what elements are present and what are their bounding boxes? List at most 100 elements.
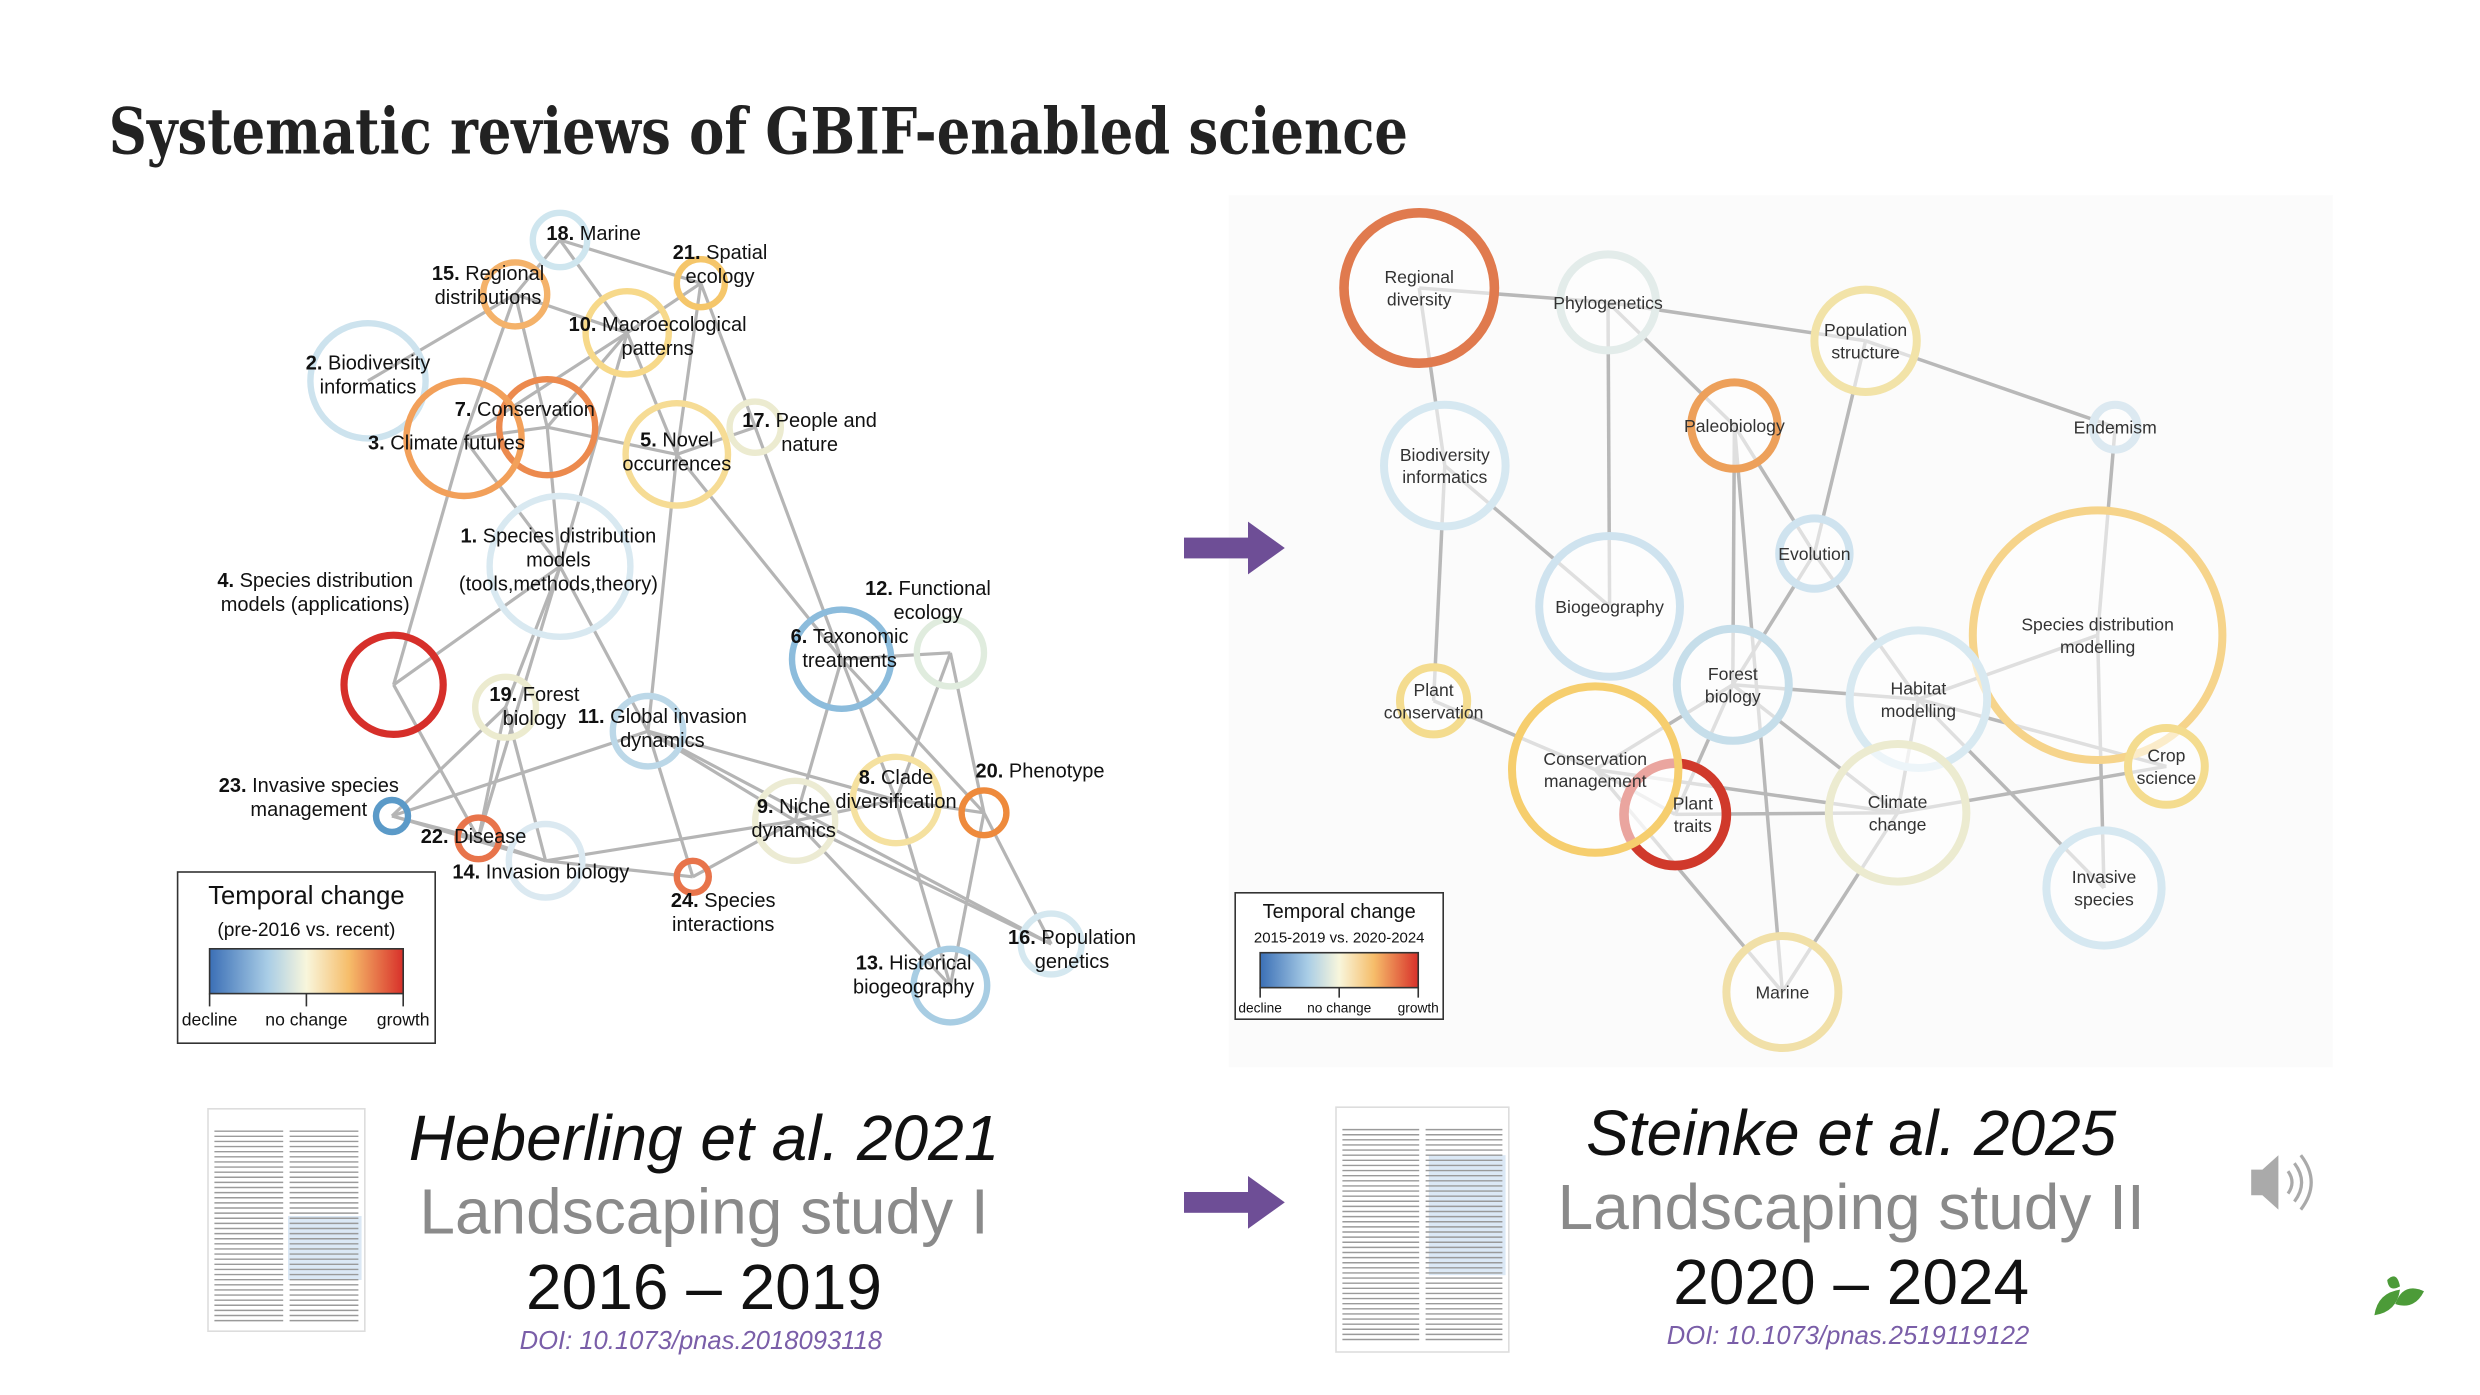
- edge: [794, 819, 1052, 946]
- node-label: diversity: [1387, 290, 1452, 310]
- node-number: 15.: [432, 263, 460, 285]
- topic-node: [958, 787, 1010, 839]
- node-label: Population: [1824, 320, 1907, 340]
- topic-node: [496, 376, 599, 479]
- legend-gradient: [208, 948, 405, 995]
- edge: [463, 331, 629, 440]
- node-label: 13. Historical: [856, 953, 972, 975]
- node-label: Plant: [1673, 794, 1713, 814]
- topic-node: [1810, 285, 1921, 396]
- node-label: 14. Invasion biology: [452, 861, 629, 883]
- legend-label: decline: [182, 1010, 238, 1030]
- node-label: 2. Biodiversity: [306, 353, 431, 375]
- edge: [558, 565, 650, 732]
- legend-label: growth: [1398, 1001, 1439, 1016]
- node-label: 19. Forest: [489, 684, 579, 706]
- node-label: Phylogenetics: [1553, 293, 1663, 313]
- legend-subtitle: 2015-2019 vs. 2020-2024: [1254, 930, 1425, 947]
- node-label: 24. Species: [671, 890, 776, 912]
- edge: [625, 332, 679, 456]
- topic-node: [582, 288, 672, 378]
- node-label: 15. Regional: [432, 263, 544, 285]
- study-authors: Steinke et al. 2025: [1586, 1097, 2117, 1169]
- node-label: 3. Climate futures: [368, 433, 525, 455]
- node-text: Functional: [899, 578, 991, 600]
- node-label: science: [2137, 768, 2197, 788]
- node-text: Invasion biology: [486, 861, 629, 883]
- legend-label: decline: [1238, 1001, 1282, 1016]
- node-label: Regional: [1384, 267, 1453, 287]
- node-text: genetics: [1035, 951, 1110, 973]
- study-name: Landscaping study II: [1558, 1171, 2145, 1243]
- topic-node: [609, 692, 687, 770]
- node-number: 2.: [306, 353, 323, 375]
- node-label: 5. Novel: [640, 429, 713, 451]
- node-label: structure: [1831, 342, 1899, 362]
- node-number: 17.: [742, 410, 770, 432]
- node-label: Plant: [1414, 680, 1454, 700]
- node-number: 22.: [421, 826, 449, 848]
- node-text: Species distribution: [483, 525, 656, 547]
- node-text: Forest: [523, 684, 580, 706]
- node-text: Disease: [454, 826, 526, 848]
- node-text: Historical: [889, 953, 971, 975]
- node-label: modelling: [2060, 637, 2135, 657]
- node-text: People and: [776, 410, 877, 432]
- node-label: Biogeography: [1555, 597, 1664, 617]
- edge: [753, 426, 844, 660]
- legend-label: growth: [377, 1010, 430, 1030]
- node-text: management: [250, 799, 367, 821]
- edge: [392, 565, 561, 687]
- node-text: distributions: [435, 287, 542, 309]
- node-text: Biodiversity: [328, 353, 430, 375]
- node-number: 3.: [368, 433, 385, 455]
- edge: [646, 454, 679, 732]
- edge: [840, 658, 898, 801]
- node-label: 16. Population: [1008, 927, 1136, 949]
- arrow: [1184, 1176, 1285, 1229]
- node-label: dynamics: [620, 730, 704, 752]
- node-label: species: [2074, 890, 2134, 910]
- node-text: (tools,methods,theory): [459, 573, 658, 595]
- topic-node: [454, 814, 503, 863]
- node-number: 24.: [671, 890, 699, 912]
- study-name: Landscaping study I: [419, 1176, 988, 1248]
- node-label: modelling: [1881, 701, 1956, 721]
- edge: [392, 684, 480, 840]
- edge: [462, 437, 562, 568]
- topic-node: [340, 631, 447, 739]
- node-label: 12. Functional: [865, 578, 991, 600]
- node-label: 1. Species distribution: [461, 525, 657, 547]
- topic-node: [726, 398, 784, 457]
- node-label: dynamics: [751, 820, 835, 842]
- node-label: Paleobiology: [1684, 416, 1785, 436]
- legend-title: Temporal change: [1263, 901, 1416, 923]
- node-text: Spatial: [706, 242, 767, 264]
- node-label: Invasive: [2072, 867, 2137, 887]
- edge: [476, 565, 562, 839]
- edge: [647, 729, 1052, 946]
- node-number: 16.: [1008, 927, 1036, 949]
- arrow: [1184, 521, 1285, 575]
- study-doi: DOI: 10.1073/pnas.2519119122: [1667, 1322, 2029, 1350]
- node-label: diversification: [835, 791, 956, 813]
- topic-node: [1535, 532, 1685, 681]
- topic-node: [2088, 400, 2142, 454]
- node-text: Population: [1041, 927, 1136, 949]
- node-text: models: [526, 549, 590, 571]
- node-label: models: [526, 549, 590, 571]
- gbif-logo: [2374, 1276, 2424, 1316]
- speaker-icon[interactable]: [2251, 1154, 2313, 1211]
- node-text: dynamics: [751, 820, 835, 842]
- edge: [558, 239, 629, 334]
- node-text: treatments: [802, 650, 896, 672]
- edge: [675, 453, 843, 661]
- node-label: management: [250, 799, 367, 821]
- node-text: biogeography: [853, 977, 974, 999]
- node-label: Biodiversity: [1400, 445, 1490, 465]
- topic-node: [673, 256, 729, 311]
